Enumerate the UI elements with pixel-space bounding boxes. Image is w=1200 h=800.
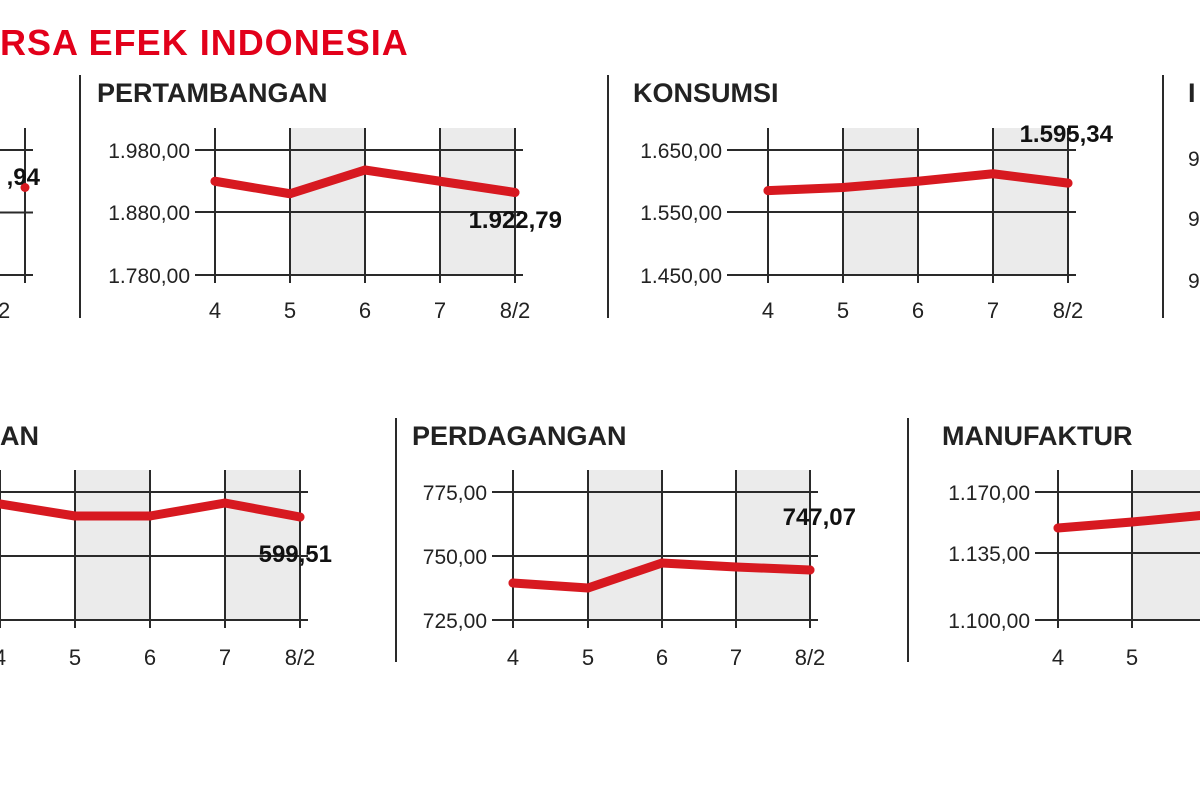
data-point (70, 511, 80, 521)
x-tick-label: 5 (1126, 645, 1138, 670)
data-point (1053, 523, 1063, 533)
y-tick-label: 775,00 (423, 482, 487, 505)
y-tick-label: 1.550,00 (640, 202, 722, 225)
y-tick-label: 1.170,00 (948, 482, 1030, 505)
chart-title: PERTAMBANGAN (97, 78, 328, 108)
data-point (805, 565, 815, 575)
data-point (1127, 517, 1137, 527)
data-point (435, 176, 445, 186)
x-tick-label: 5 (582, 645, 594, 670)
chart-panel-5: PERDAGANGAN 775,00 750,00 725,00 4 5 6 7 8/2 747,… (395, 418, 856, 670)
data-point (0, 499, 5, 509)
chart-panel-3: I 9 9 9 (1162, 75, 1200, 318)
data-point (285, 189, 295, 199)
shaded-band (843, 128, 918, 275)
shaded-band (736, 470, 810, 620)
x-tick-label: 7 (730, 645, 742, 670)
shaded-band (993, 128, 1068, 275)
data-point (583, 583, 593, 593)
y-tick-label: 9 (1188, 208, 1200, 231)
data-point (763, 186, 773, 196)
x-tick-label: 4 (209, 298, 221, 323)
data-label: 599,51 (259, 541, 332, 568)
data-point (360, 165, 370, 175)
x-tick-label: 8/2 (1053, 298, 1084, 323)
shaded-band (440, 128, 515, 275)
y-tick-label: 9 (1188, 148, 1200, 171)
y-tick-label: 725,00 (423, 610, 487, 633)
chart-panel-0: 8/2 ,94 (0, 128, 41, 323)
x-tick-label: 6 (144, 645, 156, 670)
x-tick-label: 7 (987, 298, 999, 323)
y-tick-label: 750,00 (423, 546, 487, 569)
data-point (508, 578, 518, 588)
shaded-band (225, 470, 300, 620)
banner-title: RSA EFEK INDONESIA (0, 22, 409, 63)
data-point (145, 511, 155, 521)
y-tick-label: 9 (1188, 270, 1200, 293)
data-label: 1.922,79 (469, 207, 562, 234)
shaded-band (1132, 470, 1200, 620)
chart-title: PERDAGANGAN (412, 421, 627, 451)
data-point (510, 188, 520, 197)
x-tick-label: 8/2 (500, 298, 531, 323)
shaded-band (75, 470, 150, 620)
x-tick-label: 8/2 (795, 645, 826, 670)
y-tick-label: 1.880,00 (108, 202, 190, 225)
x-tick-label: 6 (359, 298, 371, 323)
chart-title: I (1188, 78, 1196, 108)
data-point (731, 562, 741, 572)
data-point (657, 558, 667, 568)
y-tick-label: 1.650,00 (640, 140, 722, 163)
x-tick-label: 4 (1052, 645, 1064, 670)
chart-title: KONSUMSI (633, 78, 779, 108)
data-point (295, 512, 305, 522)
data-point (1063, 178, 1073, 188)
data-point (988, 169, 998, 179)
x-tick-label: 7 (219, 645, 231, 670)
x-tick-label: 6 (656, 645, 668, 670)
x-tick-label: 6 (912, 298, 924, 323)
x-tick-label: 7 (434, 298, 446, 323)
y-tick-label: 1.100,00 (948, 610, 1030, 633)
x-tick-label: 5 (69, 645, 81, 670)
chart-panel-1: PERTAMBANGAN 1.980,00 1.880,00 1.780,00 4 5 6 7… (79, 75, 562, 323)
chart-panel-6: MANUFAKTUR 1.170,00 1.135,00 1.100,00 4 5 (907, 418, 1200, 670)
shaded-band (290, 128, 365, 275)
data-point (220, 498, 230, 508)
chart-panel-2: KONSUMSI 1.650,00 1.550,00 1.450,00 4 5 6 7 8/2 1… (607, 75, 1114, 323)
y-tick-label: 1.980,00 (108, 140, 190, 163)
chart-title: MANUFAKTUR (942, 421, 1132, 451)
x-tick-label: 8/2 (0, 298, 10, 323)
chart-title: AN (0, 421, 39, 451)
data-label: 747,07 (783, 504, 856, 531)
data-label: ,94 (7, 164, 41, 191)
data-point (210, 176, 220, 186)
shaded-band (588, 470, 662, 620)
y-tick-label: 1.450,00 (640, 265, 722, 288)
x-tick-label: 5 (837, 298, 849, 323)
y-tick-label: 1.135,00 (948, 543, 1030, 566)
x-tick-label: 8/2 (285, 645, 316, 670)
x-tick-label: 4 (762, 298, 774, 323)
chart-panel-4: AN 4 5 6 7 8/2 599,51 (0, 421, 332, 670)
data-label: 1.595,34 (1020, 121, 1114, 148)
x-tick-label: 5 (284, 298, 296, 323)
data-point (20, 183, 30, 192)
x-tick-label: 4 (0, 645, 6, 670)
x-tick-label: 4 (507, 645, 519, 670)
data-point (838, 183, 848, 192)
data-point (913, 176, 923, 186)
y-tick-label: 1.780,00 (108, 265, 190, 288)
